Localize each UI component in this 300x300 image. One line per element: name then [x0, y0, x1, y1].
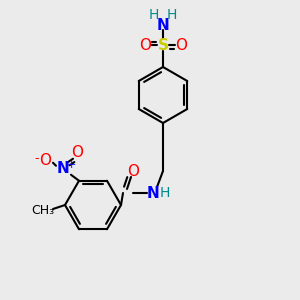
Text: N: N — [157, 17, 169, 32]
Text: N: N — [147, 185, 159, 200]
Text: O: O — [139, 38, 151, 52]
Text: CH₃: CH₃ — [32, 205, 55, 218]
Text: O: O — [127, 164, 139, 178]
Text: O: O — [71, 145, 83, 160]
Text: S: S — [158, 38, 169, 52]
Text: -: - — [35, 152, 39, 165]
Text: N: N — [57, 161, 69, 176]
Text: H: H — [149, 8, 159, 22]
Text: H: H — [160, 186, 170, 200]
Text: O: O — [175, 38, 187, 52]
Text: O: O — [39, 153, 51, 168]
Text: +: + — [66, 160, 76, 170]
Text: H: H — [167, 8, 177, 22]
